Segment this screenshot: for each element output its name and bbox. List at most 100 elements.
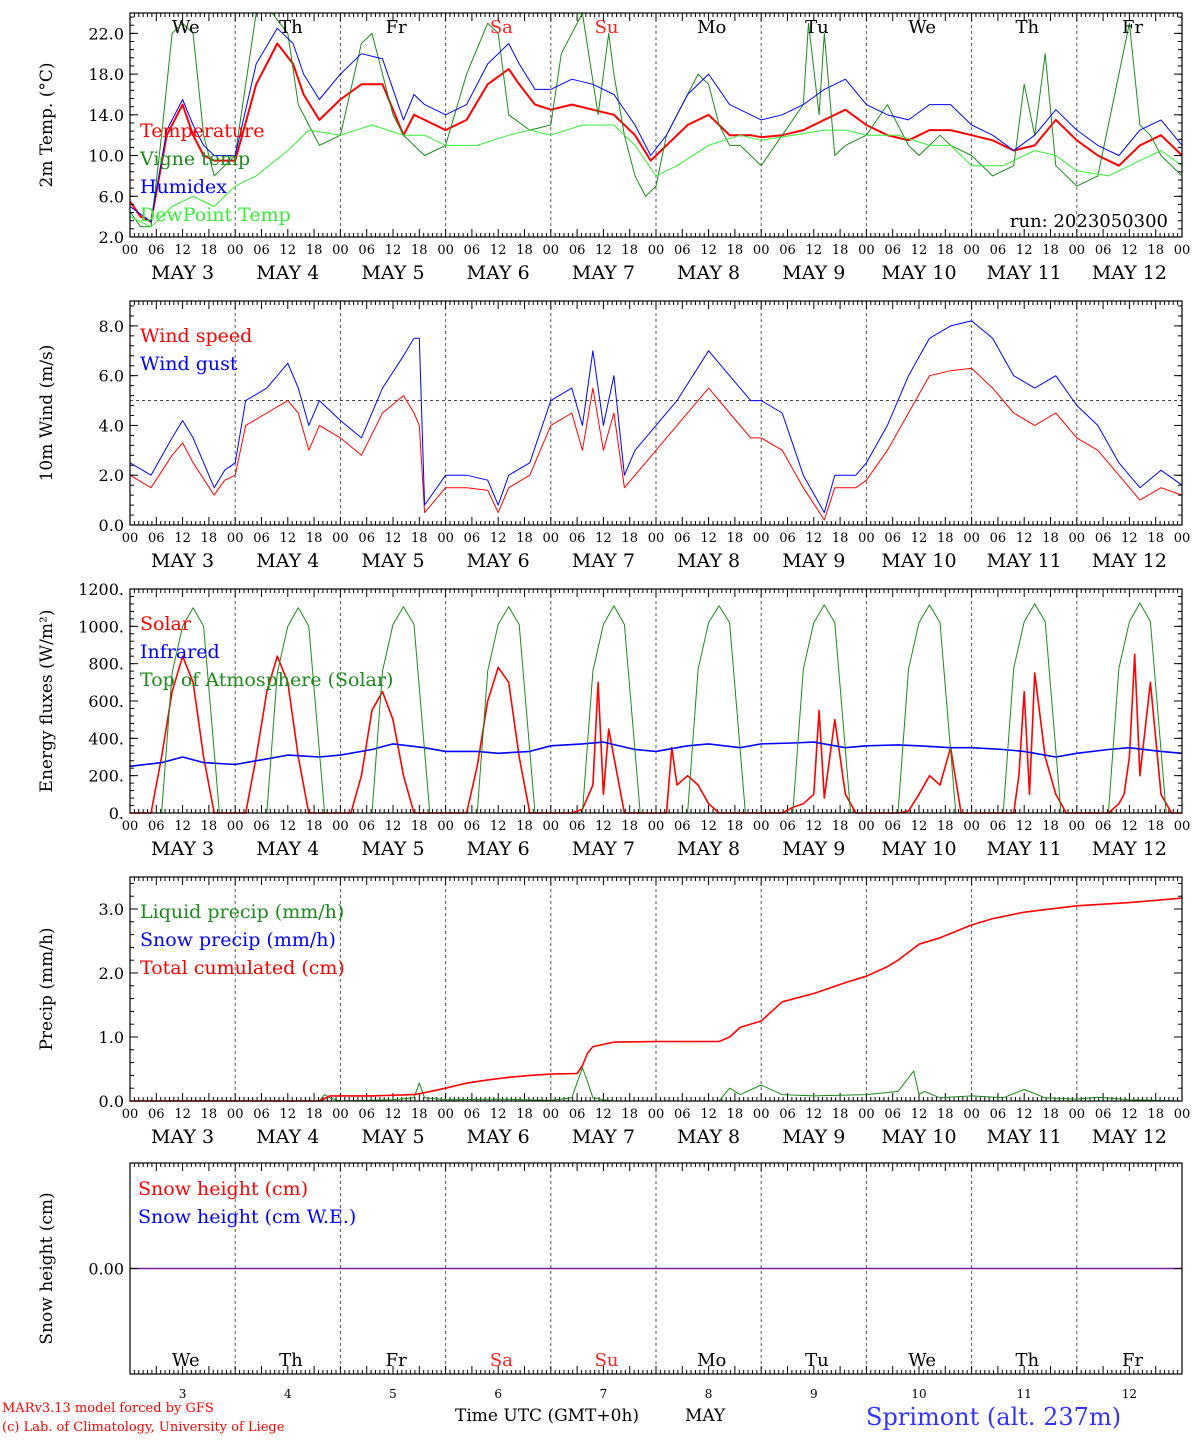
x-day-label: MAY 10: [881, 262, 956, 284]
y-tick-label: 6.0: [99, 367, 124, 386]
x-hour-label: 00: [437, 1107, 454, 1122]
x-day-label: MAY 7: [572, 550, 635, 572]
x-hour-label: 00: [858, 243, 875, 258]
x-hour-label: 06: [990, 1107, 1007, 1122]
y-tick-label: 2.0: [99, 466, 124, 485]
x-axis-month: MAY: [685, 1406, 726, 1426]
x-hour-label: 18: [1147, 243, 1164, 258]
x-hour-label: 12: [280, 531, 297, 546]
x-hour-label: 06: [884, 1107, 901, 1122]
x-hour-label: 06: [464, 1107, 481, 1122]
plot-frame: [129, 12, 1183, 238]
y-tick-label: 14.0: [88, 106, 124, 125]
x-hour-label: 12: [1016, 819, 1033, 834]
x-hour-label: 00: [963, 819, 980, 834]
weekday-label: We: [172, 1350, 200, 1371]
x-hour-label: 00: [227, 1107, 244, 1122]
x-day-label: MAY 12: [1092, 838, 1167, 860]
x-hour-label: 12: [700, 243, 717, 258]
x-hour-label: 12: [385, 243, 402, 258]
series-line: [129, 367, 1183, 521]
x-hour-label: 06: [884, 819, 901, 834]
x-day-label: MAY 4: [256, 262, 319, 284]
x-hour-label: 06: [990, 819, 1007, 834]
y-tick-label: 1000.: [78, 617, 124, 636]
day-number-label: 10: [911, 1387, 926, 1401]
x-hour-label: 12: [595, 531, 612, 546]
x-hour-label: 06: [464, 531, 481, 546]
x-hour-label: 12: [806, 531, 823, 546]
weekday-label: We: [908, 1350, 936, 1371]
x-hour-label: 00: [227, 819, 244, 834]
legend-entry: Liquid precip (mm/h): [140, 901, 344, 923]
x-hour-label: 12: [280, 243, 297, 258]
x-hour-label: 18: [727, 243, 744, 258]
x-hour-label: 18: [1147, 531, 1164, 546]
x-hour-label: 12: [1016, 1107, 1033, 1122]
x-day-label: MAY 10: [881, 550, 956, 572]
x-hour-label: 06: [358, 819, 375, 834]
x-hour-label: 00: [1069, 531, 1086, 546]
x-hour-label: 06: [779, 531, 796, 546]
x-hour-label: 00: [227, 531, 244, 546]
x-hour-label: 12: [700, 1107, 717, 1122]
x-hour-label: 00: [1174, 531, 1191, 546]
x-hour-label: 18: [937, 531, 954, 546]
x-hour-label: 12: [385, 1107, 402, 1122]
x-hour-label: 06: [569, 1107, 586, 1122]
x-hour-label: 18: [1042, 243, 1059, 258]
x-hour-label: 12: [806, 819, 823, 834]
series-line: [129, 741, 1183, 768]
x-hour-label: 00: [753, 243, 770, 258]
day-number-label: 11: [1017, 1387, 1032, 1401]
x-hour-label: 00: [332, 243, 349, 258]
weekday-label: We: [908, 17, 936, 38]
x-hour-label: 06: [358, 1107, 375, 1122]
x-hour-label: 06: [358, 531, 375, 546]
x-hour-label: 18: [1042, 1107, 1059, 1122]
x-hour-label: 00: [858, 531, 875, 546]
x-day-label: MAY 4: [256, 838, 319, 860]
x-hour-label: 18: [937, 243, 954, 258]
x-hour-label: 18: [411, 1107, 428, 1122]
weekday-label: Fr: [386, 1350, 407, 1371]
y-tick-label: 3.0: [99, 900, 124, 919]
x-hour-label: 12: [911, 243, 928, 258]
x-hour-label: 00: [332, 819, 349, 834]
x-hour-label: 06: [148, 819, 165, 834]
x-hour-label: 00: [648, 819, 665, 834]
x-hour-label: 00: [1174, 243, 1191, 258]
x-hour-label: 18: [1147, 1107, 1164, 1122]
series-line: [129, 12, 1183, 228]
y-axis-label: 2m Temp. (°C): [37, 62, 57, 187]
weekday-label: We: [172, 17, 200, 38]
x-day-label: MAY 11: [987, 550, 1062, 572]
legend-entry: Total cumulated (cm): [140, 957, 345, 979]
x-hour-label: 12: [490, 243, 507, 258]
x-day-label: MAY 12: [1092, 262, 1167, 284]
panel-2: 0.0 2.0 4.0 6.0 8.0 10m Wind (m/s) Wind speed W…: [37, 300, 1191, 572]
x-hour-label: 00: [122, 819, 139, 834]
series-line: [129, 124, 1183, 228]
station-title: Sprimont (alt. 237m): [866, 1403, 1122, 1431]
y-tick-label: 8.0: [99, 317, 124, 336]
x-day-label: MAY 7: [572, 262, 635, 284]
day-number-label: 5: [389, 1387, 397, 1401]
day-number-label: 9: [810, 1387, 818, 1401]
x-hour-label: 18: [832, 243, 849, 258]
x-hour-label: 00: [963, 243, 980, 258]
x-hour-label: 06: [148, 243, 165, 258]
x-day-label: MAY 10: [881, 838, 956, 860]
x-day-label: MAY 9: [782, 262, 845, 284]
x-hour-label: 18: [621, 243, 638, 258]
x-hour-label: 18: [1147, 819, 1164, 834]
x-hour-label: 00: [858, 1107, 875, 1122]
x-hour-label: 06: [148, 531, 165, 546]
legend-entry: Temperature: [140, 120, 264, 142]
legend-entry: Infrared: [140, 641, 220, 663]
weekday-label: Su: [595, 1350, 619, 1371]
y-tick-label: 1200.: [78, 580, 124, 599]
x-day-label: MAY 5: [361, 1126, 424, 1148]
x-hour-label: 12: [1121, 819, 1138, 834]
